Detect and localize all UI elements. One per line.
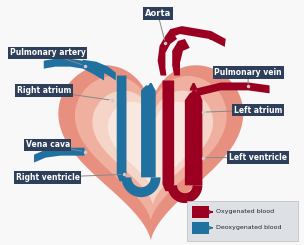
Polygon shape <box>117 75 126 181</box>
Polygon shape <box>108 102 202 194</box>
Polygon shape <box>34 148 85 162</box>
Polygon shape <box>75 76 227 221</box>
Text: Pulmonary vein: Pulmonary vein <box>214 68 282 77</box>
FancyBboxPatch shape <box>187 201 298 241</box>
Polygon shape <box>122 177 161 197</box>
Text: Oxygenated blood: Oxygenated blood <box>216 209 274 214</box>
Polygon shape <box>162 80 174 191</box>
Text: Aorta: Aorta <box>144 9 171 18</box>
Polygon shape <box>157 31 177 75</box>
Polygon shape <box>44 59 104 80</box>
Polygon shape <box>167 185 202 203</box>
Polygon shape <box>197 83 270 96</box>
Polygon shape <box>172 39 190 75</box>
Bar <box>192 206 209 218</box>
Text: Left ventricle: Left ventricle <box>229 153 287 162</box>
Polygon shape <box>141 86 156 177</box>
Polygon shape <box>92 91 213 205</box>
Text: Left atrium: Left atrium <box>234 106 282 115</box>
Bar <box>192 222 209 234</box>
Text: Vena cava: Vena cava <box>26 140 70 149</box>
Text: Pulmonary artery: Pulmonary artery <box>10 48 86 57</box>
Polygon shape <box>165 26 226 47</box>
Polygon shape <box>185 90 202 185</box>
Text: Right ventricle: Right ventricle <box>16 173 80 182</box>
Text: Right atrium: Right atrium <box>17 86 71 95</box>
Text: Deoxygenated blood: Deoxygenated blood <box>216 225 282 230</box>
Polygon shape <box>58 65 243 241</box>
Polygon shape <box>83 60 116 80</box>
